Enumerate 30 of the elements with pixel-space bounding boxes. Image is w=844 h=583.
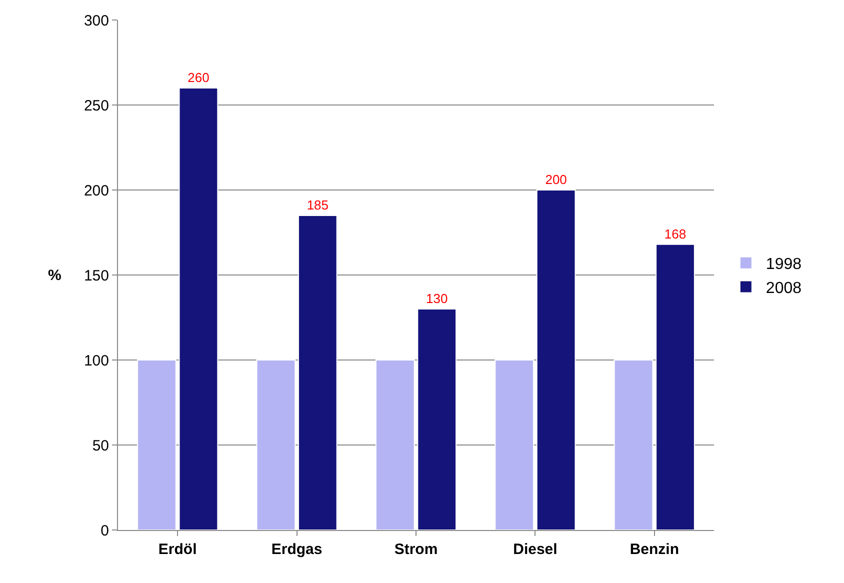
y-tick-label: 50 xyxy=(92,437,109,454)
data-label: 260 xyxy=(188,70,210,85)
bar xyxy=(656,244,695,530)
legend-label: 2008 xyxy=(766,280,802,297)
bar xyxy=(494,360,534,530)
x-tick-label: Diesel xyxy=(513,541,558,558)
bar xyxy=(256,360,296,530)
data-label: 130 xyxy=(426,291,448,306)
y-axis-title: % xyxy=(48,267,62,284)
y-tick-label: 300 xyxy=(84,12,109,30)
bar xyxy=(614,360,654,530)
bar xyxy=(536,190,576,530)
bar xyxy=(298,215,338,530)
bar xyxy=(137,360,176,530)
bar xyxy=(417,308,457,530)
x-tick-label: Erdöl xyxy=(158,541,197,558)
x-tick-label: Benzin xyxy=(630,541,679,558)
legend-label: 1998 xyxy=(766,256,802,274)
y-tick-label: 250 xyxy=(84,97,109,114)
bar xyxy=(375,360,415,530)
data-label: 185 xyxy=(306,198,329,212)
y-tick-label: 150 xyxy=(84,267,109,284)
y-tick-label: 200 xyxy=(84,182,109,200)
data-label: 168 xyxy=(664,226,686,242)
y-tick-label: 0 xyxy=(100,522,109,540)
data-label: 200 xyxy=(545,172,567,187)
x-tick-label: Strom xyxy=(394,541,438,558)
y-tick-label: 100 xyxy=(84,352,109,370)
bar xyxy=(178,88,218,530)
x-tick-label: Erdgas xyxy=(271,541,322,558)
